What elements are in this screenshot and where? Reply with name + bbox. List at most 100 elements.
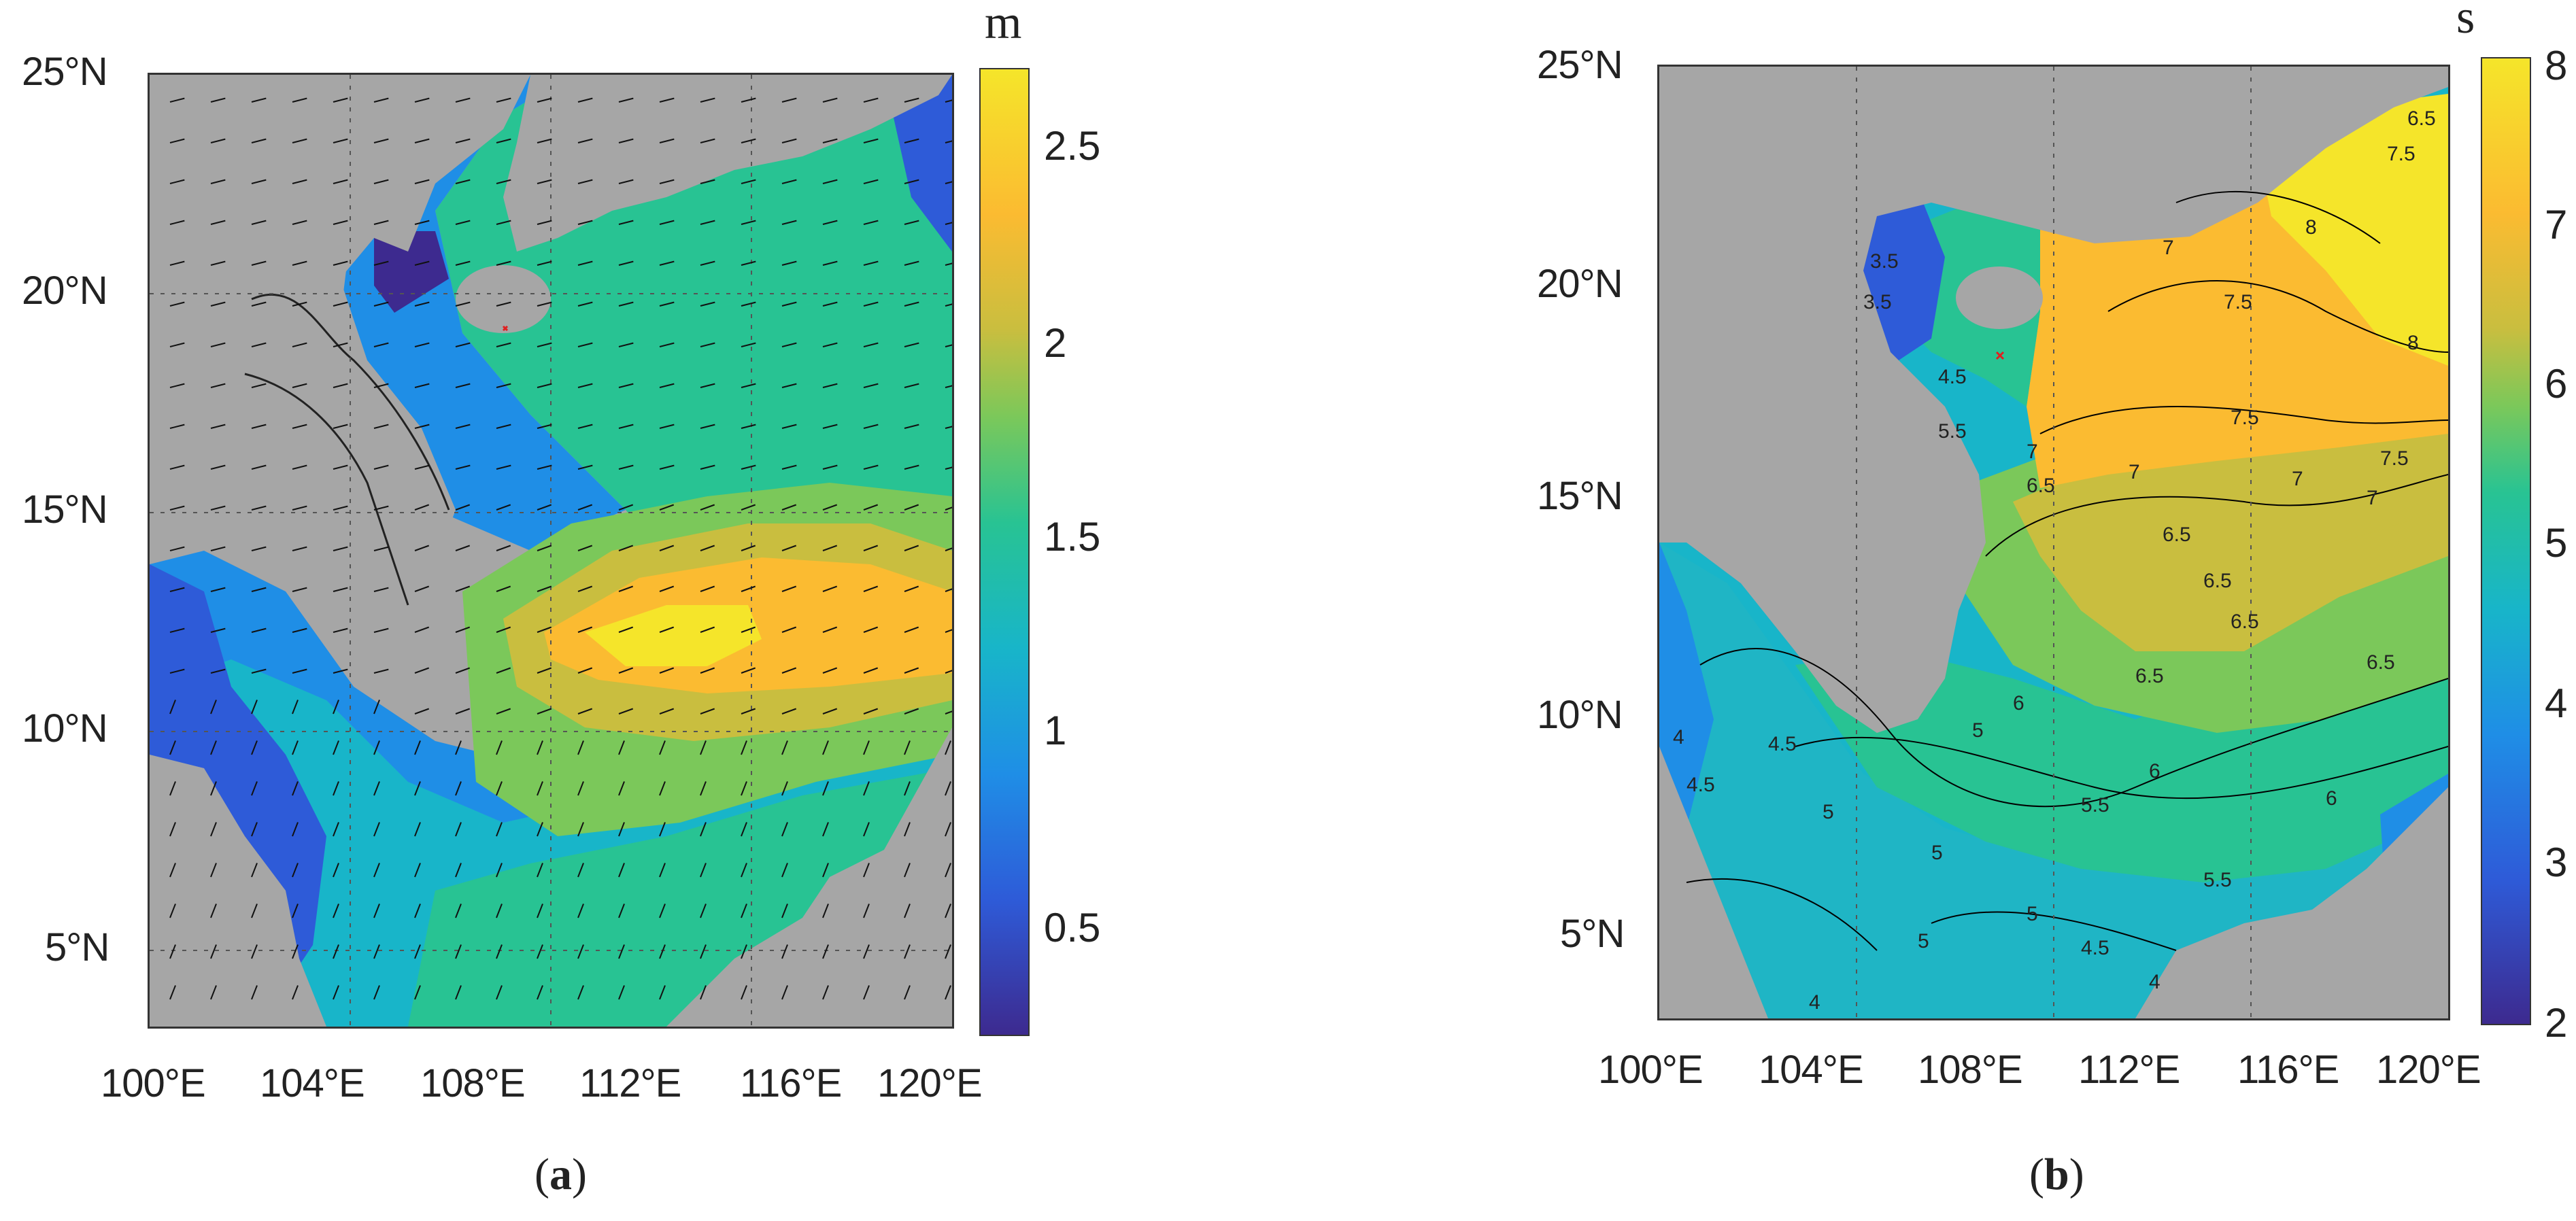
wave-direction-arrow: [333, 904, 339, 918]
wave-direction-arrow: [414, 626, 430, 633]
wave-direction-arrow: [169, 781, 176, 796]
wave-direction-arrow: [373, 587, 389, 592]
wave-direction-arrow: [537, 740, 543, 755]
wave-direction-arrow: [373, 627, 389, 633]
wave-direction-arrow: [741, 545, 756, 551]
wave-direction-arrow: [700, 504, 715, 511]
wave-direction-arrow: [251, 627, 267, 633]
wave-direction-arrow: [618, 97, 634, 103]
wave-direction-arrow: [251, 464, 267, 470]
wave-direction-arrow: [822, 301, 838, 307]
wave-direction-arrow: [292, 260, 307, 266]
wave-direction-arrow: [210, 505, 226, 511]
wave-direction-arrow: [618, 944, 625, 959]
wave-direction-arrow: [741, 822, 747, 837]
contour-label: 4: [2149, 971, 2160, 993]
wave-direction-arrow: [700, 179, 715, 184]
wave-direction-arrow: [822, 464, 838, 470]
wave-direction-arrow: [210, 700, 217, 715]
wave-direction-arrow: [414, 944, 421, 959]
wave-direction-arrow: [945, 904, 951, 918]
wave-direction-arrow: [741, 424, 756, 429]
wave-direction-arrow: [741, 904, 747, 918]
wave-direction-arrow: [455, 863, 462, 878]
wave-direction-arrow: [781, 260, 797, 266]
wave-direction-arrow: [455, 985, 462, 1000]
colorbar-a-tick-1-5: 1.5: [1044, 514, 1101, 560]
wave-direction-arrow: [333, 668, 348, 674]
wave-direction-arrow: [822, 383, 838, 388]
wave-direction-arrow: [292, 700, 299, 715]
wave-direction-arrow: [169, 505, 185, 511]
wave-direction-arrow: [292, 904, 299, 918]
wave-direction-arrow: [169, 383, 185, 388]
wave-direction-arrow: [292, 383, 307, 388]
wave-direction-arrow: [292, 220, 307, 225]
wave-direction-arrow: [537, 138, 552, 143]
wave-direction-arrow: [904, 781, 911, 796]
wave-direction-arrow: [822, 97, 838, 103]
wave-direction-arrow: [333, 822, 339, 837]
wave-direction-arrow: [333, 863, 339, 878]
wave-direction-arrow: [333, 220, 348, 225]
wave-direction-arrow: [373, 700, 380, 715]
wave-direction-arrow: [822, 740, 829, 755]
wave-direction-arrow: [292, 944, 299, 959]
lon-label-112e: 112°E: [2078, 1048, 2180, 1092]
wave-direction-arrow: [210, 740, 217, 755]
wave-direction-arrow: [659, 342, 675, 347]
wave-direction-arrow: [659, 904, 666, 918]
wave-direction-arrow: [700, 464, 715, 470]
wave-direction-arrow: [781, 138, 797, 143]
wave-direction-arrow: [292, 668, 307, 674]
wave-direction-arrow: [781, 667, 797, 674]
wave-direction-arrow: [822, 822, 829, 837]
wave-direction-arrow: [251, 383, 267, 388]
wave-direction-arrow: [210, 781, 217, 796]
wave-direction-arrow: [945, 181, 952, 184]
wave-direction-arrow: [251, 668, 267, 674]
wave-direction-arrow: [537, 822, 543, 837]
wave-direction-arrow: [659, 301, 675, 307]
wave-direction-arrow: [333, 464, 348, 470]
wave-direction-arrow: [292, 342, 307, 347]
lat-label-5n: 5°N: [45, 925, 109, 969]
wave-direction-arrow: [618, 464, 634, 470]
wave-direction-arrow: [822, 944, 829, 959]
wave-direction-arrow: [333, 97, 348, 103]
wave-direction-arrow: [945, 466, 952, 470]
wave-direction-arrow: [373, 781, 380, 796]
wave-direction-arrow: [945, 262, 952, 266]
wave-direction-arrow: [537, 179, 552, 184]
wave-direction-arrow: [822, 179, 838, 184]
wave-direction-arrow: [781, 863, 788, 878]
wave-direction-arrow: [577, 342, 593, 347]
wave-direction-arrow: [945, 781, 951, 796]
wave-direction-arrow: [455, 383, 471, 388]
contour-label: 7.5: [2380, 447, 2409, 470]
wave-height-map: [150, 75, 952, 1027]
wave-direction-arrow: [945, 140, 952, 143]
wave-direction-arrow: [292, 424, 307, 429]
wave-direction-arrow: [537, 464, 552, 470]
wave-direction-arrow: [659, 740, 666, 755]
wave-direction-arrow: [210, 546, 226, 551]
wave-direction-arrow: [577, 740, 584, 755]
wave-direction-arrow: [455, 220, 471, 225]
wave-direction-arrow: [863, 504, 879, 511]
wave-direction-arrow: [618, 220, 634, 225]
wave-direction-arrow: [496, 585, 511, 592]
colorbar-b-tick-2: 2: [2545, 1000, 2568, 1046]
wave-direction-arrow: [414, 220, 430, 225]
wave-direction-arrow: [700, 97, 715, 103]
wave-direction-arrow: [251, 863, 258, 878]
wave-direction-arrow: [659, 179, 675, 184]
wave-direction-arrow: [618, 708, 634, 715]
wave-direction-arrow: [455, 781, 462, 796]
wave-direction-arrow: [210, 342, 226, 347]
wave-direction-arrow: [822, 781, 829, 796]
colorbar-b: [2481, 57, 2531, 1025]
wave-direction-arrow: [414, 260, 430, 266]
wave-direction-arrow: [210, 863, 217, 878]
wave-direction-arrow: [537, 944, 543, 959]
